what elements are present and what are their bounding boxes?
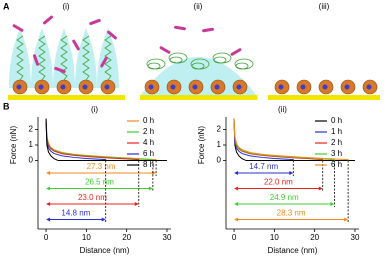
protein-rod (89, 18, 101, 26)
distance-label: 14.7 nm (249, 162, 278, 171)
protein-rod (107, 30, 117, 40)
x-tick-label: 30 (351, 233, 360, 242)
distance-label: 23.0 nm (78, 193, 107, 202)
y-tick-label: 1 (217, 140, 222, 149)
legend-label: 0 h (143, 116, 154, 125)
particle-core (60, 84, 66, 90)
distance-label: 26.5 nm (85, 178, 114, 187)
polymer-coil (235, 62, 249, 70)
particle-core (16, 84, 22, 90)
x-tick-label: 20 (122, 233, 131, 242)
polymer-chain (16, 35, 24, 81)
legend-label: 2 h (143, 127, 154, 136)
substrate (8, 95, 125, 100)
particle-core (38, 84, 44, 90)
particle-core (170, 84, 176, 90)
polymer-chain (82, 35, 90, 81)
protein-rod (230, 48, 242, 56)
y-axis-label: Force (nN) (9, 126, 18, 165)
x-axis-label: Distance (nm) (268, 246, 318, 255)
series-line (45, 118, 167, 162)
polymer-coil (169, 56, 183, 64)
particle-core (344, 84, 350, 90)
legend-label: 4 h (143, 138, 154, 147)
x-tick-label: 30 (163, 233, 172, 242)
protein-rod (72, 39, 80, 51)
y-tick-label: 1 (29, 140, 34, 149)
x-tick-label: 0 (44, 233, 49, 242)
particle-core (300, 84, 306, 90)
y-tick-label: 0 (217, 156, 222, 165)
polymer-coil (147, 62, 161, 70)
protein-rod (43, 15, 53, 25)
particle-core (148, 84, 154, 90)
protein-rod (32, 54, 40, 66)
distance-label: 14.8 nm (61, 209, 90, 218)
schematic (9, 15, 378, 95)
distance-label: 22.0 nm (264, 178, 293, 187)
legend-label: 6 h (331, 160, 342, 169)
schematic-label: (ii) (194, 2, 203, 11)
polymer-chain (104, 35, 112, 81)
y-axis-label: Force (nN) (197, 126, 206, 165)
series-line (233, 118, 349, 161)
polymer-coil (213, 56, 227, 64)
distance-label: 24.9 nm (270, 193, 299, 202)
y-tick-label: 2 (29, 125, 34, 134)
x-tick-label: 10 (270, 233, 279, 242)
series-line (45, 120, 140, 161)
legend-label: 6 h (143, 149, 154, 158)
schematic-label: (i) (62, 2, 69, 11)
protein-rod (174, 25, 186, 31)
chart-title: (i) (91, 105, 98, 114)
series-line (233, 120, 324, 161)
protein-rod (159, 46, 171, 54)
legend-label: 1 h (331, 127, 342, 136)
polymer-coil (191, 62, 205, 70)
particle-core (82, 84, 88, 90)
particle-core (104, 84, 110, 90)
particle-core (278, 84, 284, 90)
y-tick-label: 2 (217, 125, 222, 134)
series-line (45, 121, 107, 161)
x-tick-label: 20 (310, 233, 319, 242)
protein-rod (202, 27, 214, 33)
series-line (233, 118, 355, 162)
distance-label: 28.3 nm (277, 209, 306, 218)
legend-label: 2 h (331, 138, 342, 147)
panel-label: A (3, 1, 10, 11)
panel-label: B (3, 101, 10, 111)
x-tick-label: 0 (232, 233, 237, 242)
particle-core (366, 84, 372, 90)
x-tick-label: 10 (82, 233, 91, 242)
series-line (233, 121, 294, 161)
protein-rod (100, 56, 108, 68)
legend-label: 3 h (331, 149, 342, 158)
distance-label: 27.3 nm (87, 162, 116, 171)
polymer-chain (38, 35, 46, 81)
polymer-chain (60, 35, 68, 81)
x-axis-label: Distance (nm) (80, 246, 130, 255)
particle-core (214, 84, 220, 90)
protein-rod (54, 66, 66, 74)
protein-rod (12, 24, 24, 32)
legend-label: 0 h (331, 116, 342, 125)
chart-title: (ii) (278, 105, 287, 114)
particle-core (192, 84, 198, 90)
substrate (268, 95, 380, 100)
y-tick-label: 0 (29, 156, 34, 165)
substrate (140, 95, 257, 100)
legend-label: 8 h (143, 160, 154, 169)
schematic-label: (iii) (319, 2, 330, 11)
particle-core (322, 84, 328, 90)
particle-core (236, 84, 242, 90)
